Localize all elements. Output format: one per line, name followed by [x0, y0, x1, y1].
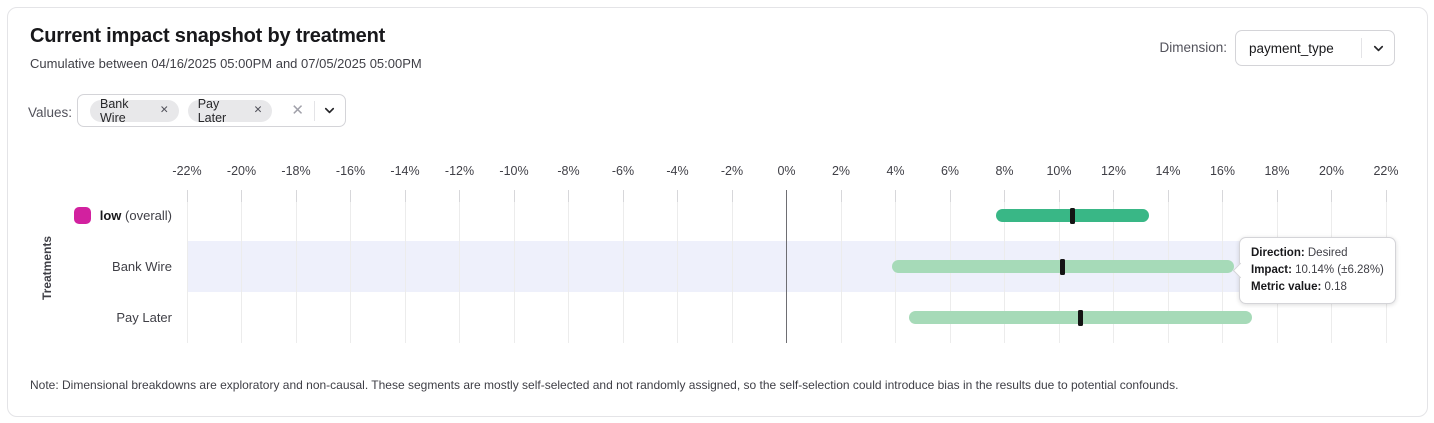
axis-tick-label: -12%	[444, 164, 475, 178]
axis-tick-label: 16%	[1209, 164, 1236, 178]
divider	[1361, 38, 1362, 58]
chip-remove-icon[interactable]: ✕	[159, 104, 169, 117]
axis-tick	[241, 190, 242, 202]
grid-line	[404, 190, 406, 343]
row-label-text: Pay Later	[116, 310, 172, 325]
values-multiselect[interactable]: Bank Wire ✕ Pay Later ✕ ✕	[77, 94, 346, 127]
y-axis-title: Treatments	[40, 235, 54, 301]
value-chip: Pay Later ✕	[187, 96, 273, 125]
axis-tick-label: 8%	[995, 164, 1014, 178]
axis-tick	[677, 190, 678, 202]
axis-tick	[459, 190, 460, 202]
row-label-text: Bank Wire	[112, 259, 172, 274]
chip-remove-icon[interactable]: ✕	[253, 104, 263, 117]
axis-tick-label: -16%	[335, 164, 366, 178]
axis-tick-label: -18%	[281, 164, 311, 178]
impact-marker	[1078, 309, 1084, 326]
axis-tick	[350, 190, 351, 202]
grid-line	[622, 190, 624, 343]
axis-tick-label: 4%	[886, 164, 905, 178]
divider	[313, 100, 315, 121]
grid-line	[840, 190, 842, 343]
axis-tick-label: -6%	[611, 164, 635, 178]
grid-line	[459, 190, 460, 343]
tooltip-impact-row: Impact: 10.14% (±6.28%)	[1251, 264, 1384, 276]
axis-tick	[1004, 190, 1005, 202]
grid-line	[295, 190, 297, 343]
grid-line	[186, 190, 188, 343]
legend-swatch	[73, 207, 91, 224]
axis-tick	[295, 190, 297, 202]
grid-line	[677, 190, 678, 343]
date-range-subtitle: Cumulative between 04/16/2025 05:00PM an…	[30, 56, 422, 71]
axis-tick	[895, 190, 896, 202]
axis-tick-label: -4%	[666, 164, 689, 178]
axis-tick	[840, 190, 842, 202]
axis-tick	[1222, 190, 1223, 202]
value-chip-label: Bank Wire	[100, 96, 129, 125]
grid-line	[513, 190, 515, 343]
row-label: low (overall)	[8, 205, 172, 227]
axis-tick	[731, 190, 733, 202]
impact-snapshot-card: Current impact snapshot by treatment Cum…	[7, 7, 1428, 417]
grid-line	[350, 190, 351, 343]
axis-tick-label: 18%	[1264, 164, 1290, 178]
chevron-down-icon[interactable]	[315, 103, 345, 118]
value-chip: Bank Wire ✕	[90, 96, 179, 125]
axis-tick	[513, 190, 515, 202]
axis-tick	[1276, 190, 1278, 202]
axis-tick-label: -8%	[557, 164, 580, 178]
dimension-select[interactable]: payment_type	[1235, 30, 1395, 66]
grid-line	[731, 190, 733, 343]
axis-tick-label: 2%	[831, 164, 851, 178]
axis-tick	[404, 190, 406, 202]
axis-tick-label: 12%	[1100, 164, 1127, 178]
axis-tick	[568, 190, 569, 202]
row-label-text: low (overall)	[99, 208, 172, 223]
impact-chart: -22% -20% -18% -16% -14% -12% -10% -8% -6% -4% -2%…	[8, 8, 1427, 416]
tooltip-direction-row: Direction: Desired	[1251, 247, 1348, 259]
value-chip-label: Pay Later	[197, 96, 227, 125]
row-label: Bank Wire	[8, 256, 172, 278]
axis-tick-label: 14%	[1155, 164, 1181, 178]
axis-tick-label: -22%	[172, 164, 202, 178]
axis-tick-label: -14%	[390, 164, 420, 178]
tooltip: Direction: Desired Impact: 10.14% (±6.28…	[1232, 237, 1396, 304]
axis-tick	[1331, 190, 1332, 202]
axis-tick	[1058, 190, 1060, 202]
chevron-down-icon[interactable]	[1362, 41, 1394, 56]
impact-marker	[1070, 207, 1076, 224]
zero-line	[785, 190, 787, 343]
dimension-label: Dimension:	[1159, 40, 1227, 55]
dimension-selected-value: payment_type	[1249, 40, 1334, 56]
grid-line	[241, 190, 242, 343]
footnote: Note: Dimensional breakdowns are explora…	[30, 378, 1179, 392]
axis-tick-label: -10%	[499, 164, 529, 178]
page-title: Current impact snapshot by treatment	[30, 25, 386, 47]
grid-line	[568, 190, 569, 343]
values-label: Values:	[28, 105, 73, 120]
axis-tick	[622, 190, 624, 202]
axis-tick	[1167, 190, 1169, 202]
axis-tick-label: -2%	[720, 164, 744, 178]
axis-tick	[1385, 190, 1387, 202]
axis-tick-label: 0%	[777, 164, 796, 178]
clear-all-icon[interactable]: ✕	[291, 102, 304, 119]
impact-marker	[1060, 258, 1066, 275]
axis-tick-label: 22%	[1373, 164, 1399, 178]
row-label: Pay Later	[8, 307, 172, 329]
axis-tick	[1113, 190, 1114, 202]
axis-tick-label: -20%	[226, 164, 257, 178]
axis-tick-label: 6%	[940, 164, 960, 178]
tooltip-metric-row: Metric value: 0.18	[1251, 281, 1347, 293]
axis-tick	[949, 190, 951, 202]
axis-tick-label: 10%	[1046, 164, 1072, 178]
axis-tick-label: 20%	[1318, 164, 1345, 178]
axis-tick	[186, 190, 188, 202]
